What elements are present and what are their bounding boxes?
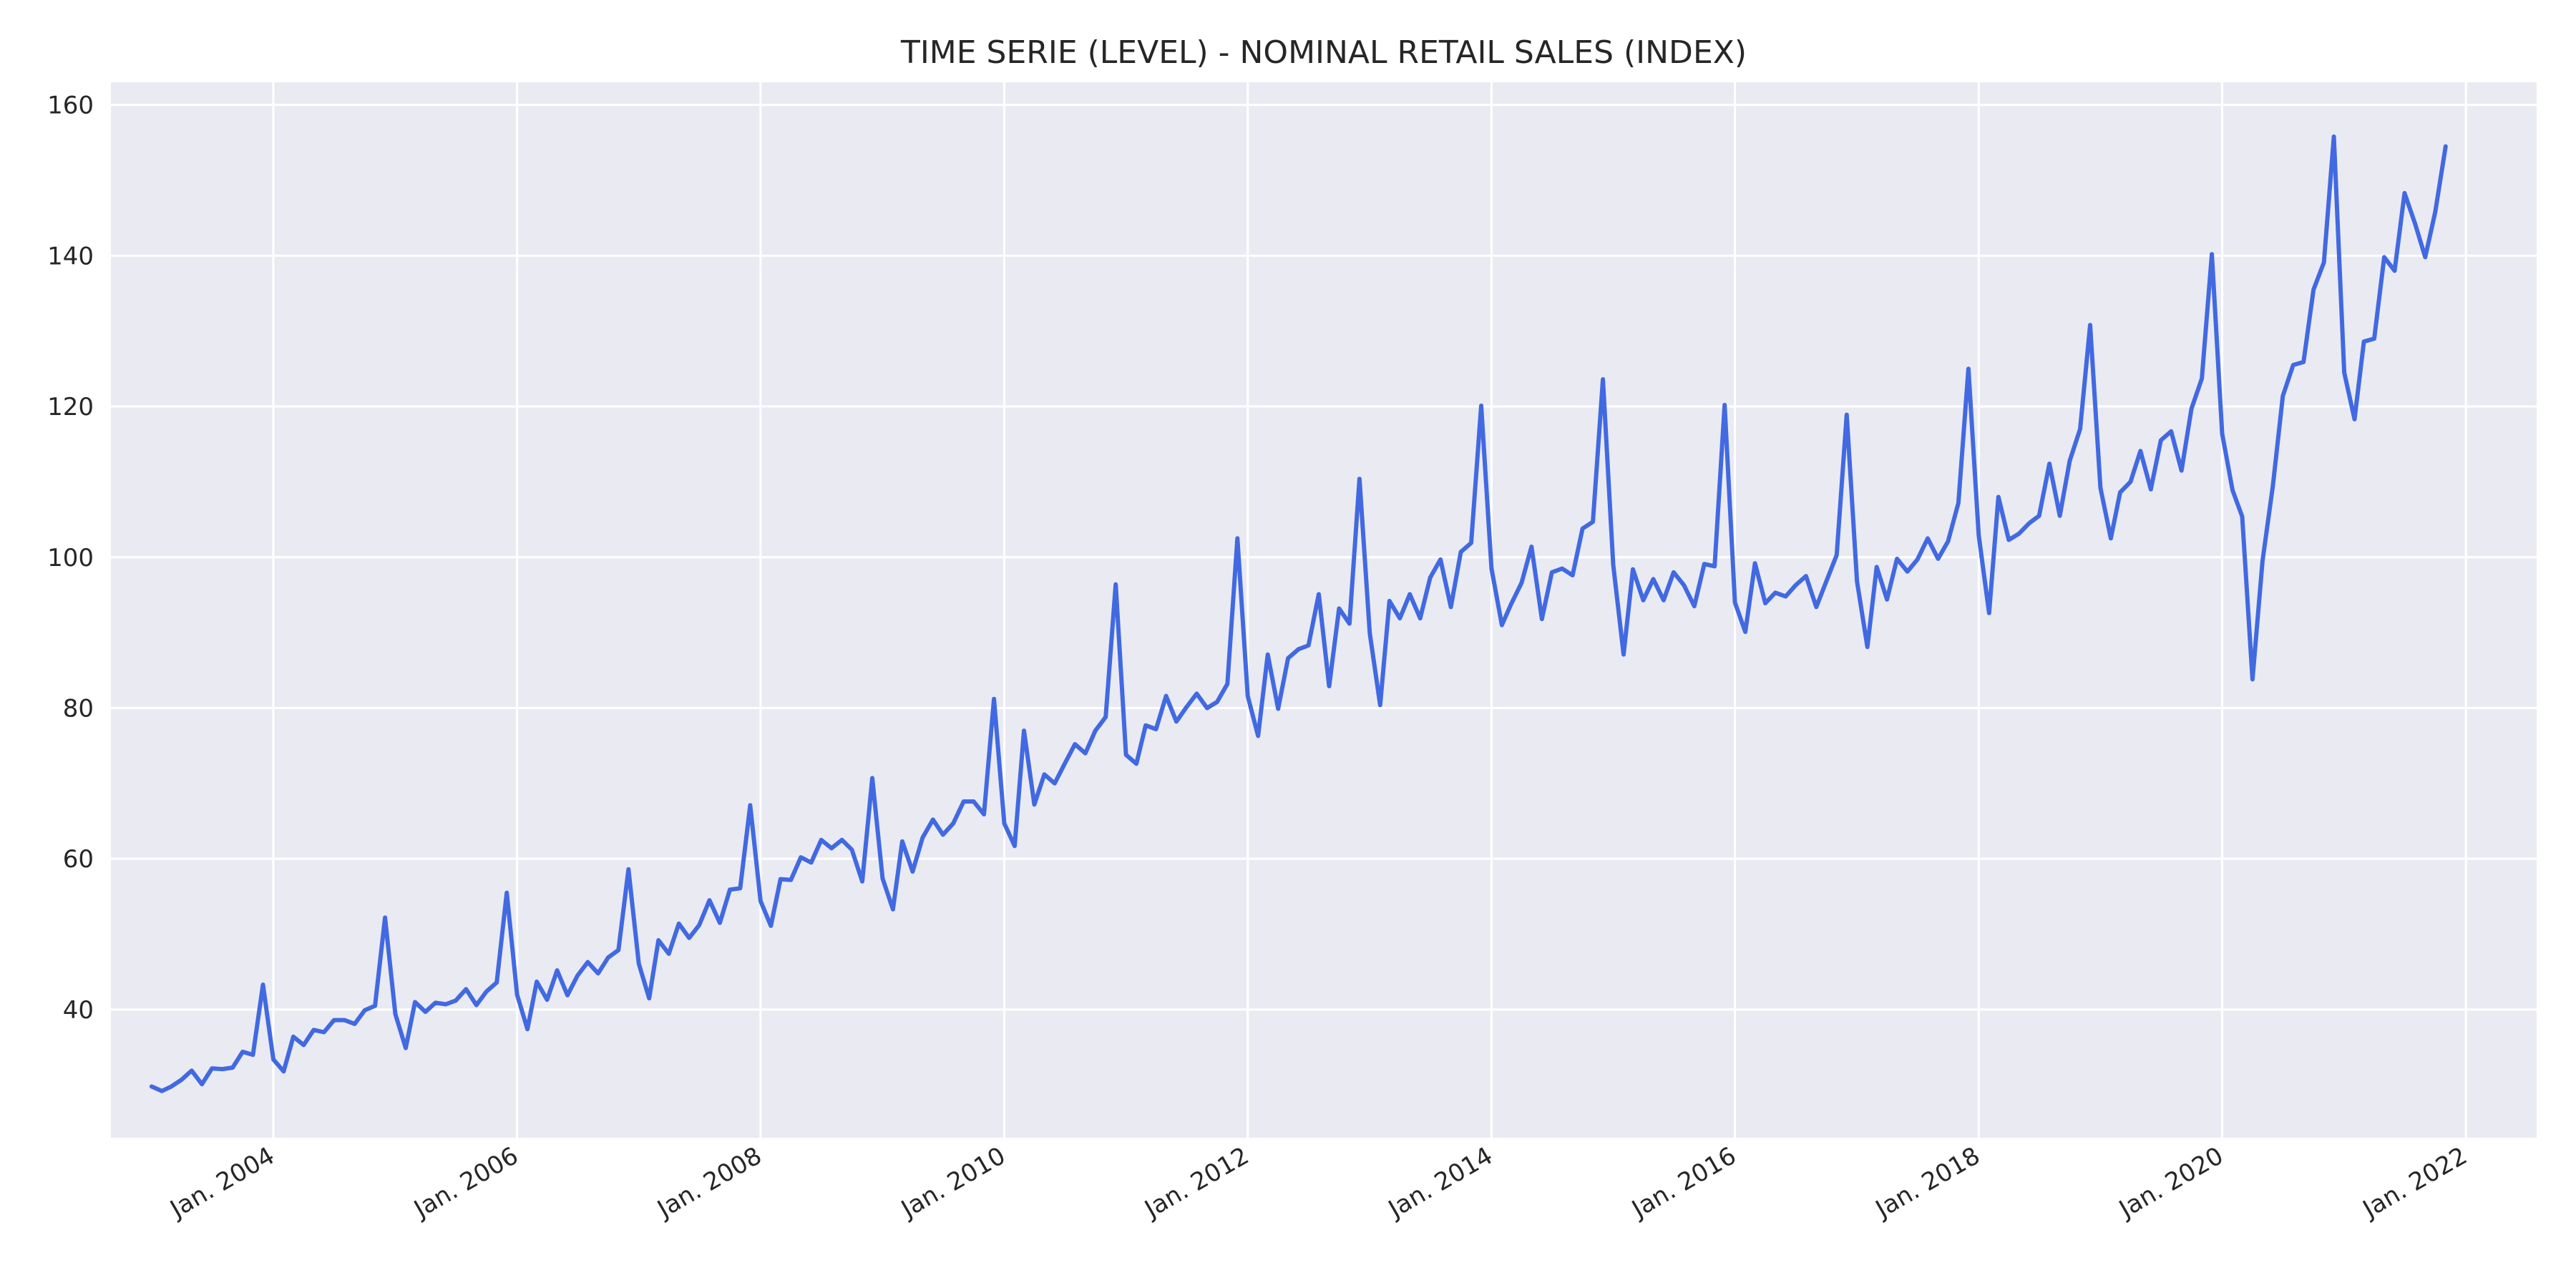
plot-area: [111, 82, 2537, 1138]
x-axis-tick-labels: Jan. 2004 Jan. 2006 Jan. 2008 Jan. 2010 Jan.…: [165, 1141, 2472, 1224]
y-tick-label: 140: [47, 242, 94, 270]
y-tick-label: 120: [47, 393, 94, 421]
y-tick-label: 160: [47, 92, 94, 120]
series-line: [149, 134, 2448, 1093]
x-tick-label: Jan. 2020: [2113, 1141, 2228, 1224]
y-axis-tick-labels: 40 60 80 100 120 140 160: [47, 92, 94, 1025]
x-tick-label: Jan. 2022: [2357, 1141, 2472, 1224]
x-tick-label: Jan. 2008: [652, 1141, 767, 1224]
x-tick-label: Jan. 2018: [1870, 1141, 1985, 1224]
x-tick-label: Jan. 2014: [1382, 1141, 1498, 1224]
x-tick-label: Jan. 2012: [1138, 1141, 1254, 1224]
x-tick-label: Jan. 2006: [408, 1141, 523, 1224]
series-layer: [149, 134, 2448, 1093]
chart-title: TIME SERIE (LEVEL) - NOMINAL RETAIL SALE…: [900, 34, 1747, 71]
y-tick-label: 60: [63, 845, 94, 874]
y-gridlines: [111, 104, 2537, 1011]
y-tick-label: 80: [63, 694, 94, 723]
x-tick-label: Jan. 2016: [1626, 1141, 1741, 1224]
x-gridlines: [272, 82, 2467, 1138]
y-tick-label: 100: [47, 544, 94, 572]
x-tick-label: Jan. 2010: [895, 1141, 1010, 1224]
x-tick-label: Jan. 2004: [165, 1141, 280, 1224]
y-tick-label: 40: [63, 996, 94, 1025]
